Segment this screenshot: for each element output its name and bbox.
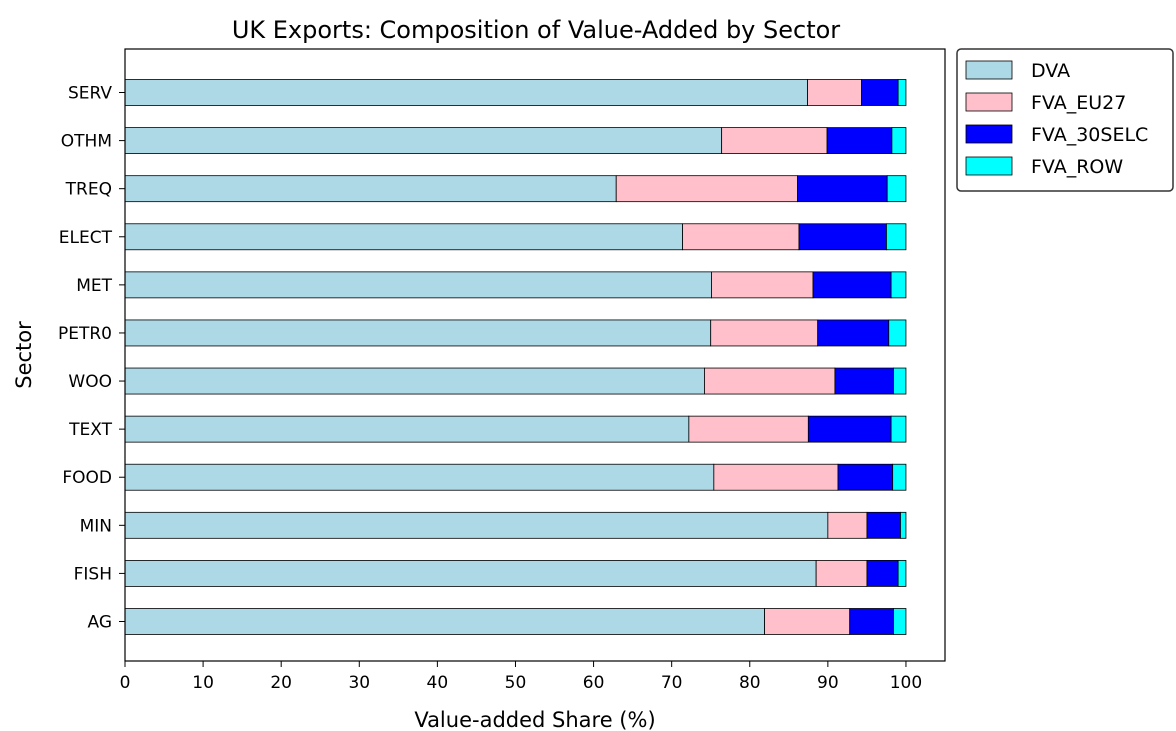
bar-food-fva-eu27: [713, 463, 839, 491]
bar-elect-fva-row: [886, 223, 907, 251]
bar-treq-dva: [124, 175, 617, 203]
y-tick-label-text: TEXT: [68, 420, 112, 440]
legend-swatch-fva-eu27: [965, 92, 1013, 112]
bar-text-fva-30selc: [807, 415, 892, 443]
bar-othm-fva-row: [891, 127, 907, 154]
chart-title: UK Exports: Composition of Value-Added b…: [232, 16, 840, 44]
bar-serv-dva: [124, 79, 808, 106]
bar-serv-fva-row: [897, 79, 907, 106]
y-tick-label-woo: WOO: [68, 372, 112, 392]
bar-treq-fva-eu27: [615, 175, 798, 203]
bar-min-fva-30selc: [866, 511, 901, 539]
bar-ag-fva-eu27: [764, 608, 851, 635]
bar-othm-dva: [124, 127, 723, 154]
bar-text-fva-row: [890, 415, 907, 443]
bar-othm-fva-eu27: [721, 127, 828, 154]
bar-elect-fva-30selc: [798, 223, 887, 251]
y-tick-label-min: MIN: [80, 516, 112, 536]
bar-fish-fva-eu27: [815, 560, 868, 587]
bar-petr0-dva: [124, 319, 712, 347]
legend-label-fva-row: FVA_ROW: [1031, 156, 1123, 178]
bar-min-dva: [124, 511, 829, 539]
x-tick-label: 0: [120, 673, 131, 693]
x-tick-label: 20: [270, 673, 292, 693]
bar-ag-dva: [124, 608, 765, 635]
y-tick-label-treq: TREQ: [65, 180, 112, 200]
bar-food-fva-30selc: [837, 463, 894, 491]
legend-swatch-fva-30selc: [965, 124, 1013, 144]
bar-othm-fva-30selc: [826, 127, 893, 154]
bar-petr0-fva-row: [888, 319, 907, 347]
bar-fish-fva-row: [897, 560, 907, 587]
bar-met-dva: [124, 271, 712, 299]
plot-frame: [124, 48, 946, 662]
bar-woo-fva-eu27: [704, 367, 836, 395]
y-tick-label-othm: OTHM: [61, 132, 112, 152]
x-tick-label: 30: [348, 673, 370, 693]
x-tick-label: 100: [890, 673, 922, 693]
legend-label-fva-eu27: FVA_EU27: [1031, 92, 1126, 114]
bar-text-dva: [124, 415, 690, 443]
bar-ag-fva-row: [893, 608, 907, 635]
bar-text-fva-eu27: [688, 415, 809, 443]
legend-swatch-dva: [965, 60, 1013, 80]
x-tick-label: 90: [817, 673, 839, 693]
y-tick-label-petr0: PETR0: [58, 324, 112, 344]
x-tick-label: 60: [583, 673, 605, 693]
y-tick-label-met: MET: [76, 276, 112, 296]
legend-label-dva: DVA: [1031, 60, 1070, 82]
bar-treq-fva-30selc: [797, 175, 888, 203]
bar-elect-dva: [124, 223, 683, 251]
bar-woo-fva-30selc: [834, 367, 894, 395]
x-tick-label: 70: [661, 673, 683, 693]
bar-min-fva-row: [900, 511, 907, 539]
bar-fish-fva-30selc: [866, 560, 899, 587]
bar-petr0-fva-30selc: [817, 319, 890, 347]
bar-woo-fva-row: [893, 367, 907, 395]
bar-min-fva-eu27: [827, 511, 868, 539]
legend-swatch-fva-row: [965, 156, 1013, 176]
bar-elect-fva-eu27: [682, 223, 800, 251]
bar-fish-dva: [124, 560, 817, 587]
y-tick-label-food: FOOD: [62, 468, 112, 488]
x-tick-label: 10: [192, 673, 214, 693]
y-tick-label-serv: SERV: [68, 84, 112, 104]
legend-box: [956, 48, 1174, 192]
bar-petr0-fva-eu27: [710, 319, 819, 347]
bars-layer: [124, 79, 907, 635]
y-tick-label-ag: AG: [87, 613, 112, 633]
y-tick-label-fish: FISH: [74, 564, 112, 584]
y-axis-title: Sector: [12, 321, 36, 389]
legend-label-fva-30selc: FVA_30SELC: [1031, 124, 1148, 146]
bar-met-fva-row: [890, 271, 907, 299]
x-tick-label: 40: [427, 673, 449, 693]
x-axis-title: Value-added Share (%): [414, 708, 655, 731]
x-tick-label: 80: [739, 673, 761, 693]
bar-woo-dva: [124, 367, 705, 395]
bar-food-fva-row: [892, 463, 907, 491]
bar-met-fva-eu27: [711, 271, 814, 299]
bar-food-dva: [124, 463, 715, 491]
y-axis: AG FISH MIN FOOD TEXT WOO PETR0 MET ELECT TREQ OTH…: [58, 84, 125, 633]
x-axis: 0 10 20 30 40 50 60 70 80 90 100: [120, 661, 922, 693]
x-tick-label: 50: [505, 673, 527, 693]
bar-met-fva-30selc: [812, 271, 892, 299]
bar-serv-fva-30selc: [861, 79, 899, 106]
y-tick-label-elect: ELECT: [59, 228, 113, 248]
bar-ag-fva-30selc: [849, 608, 894, 635]
bar-treq-fva-row: [886, 175, 907, 203]
legend: DVA FVA_EU27 FVA_30SELC FVA_ROW: [956, 48, 1174, 192]
bar-serv-fva-eu27: [807, 79, 862, 106]
